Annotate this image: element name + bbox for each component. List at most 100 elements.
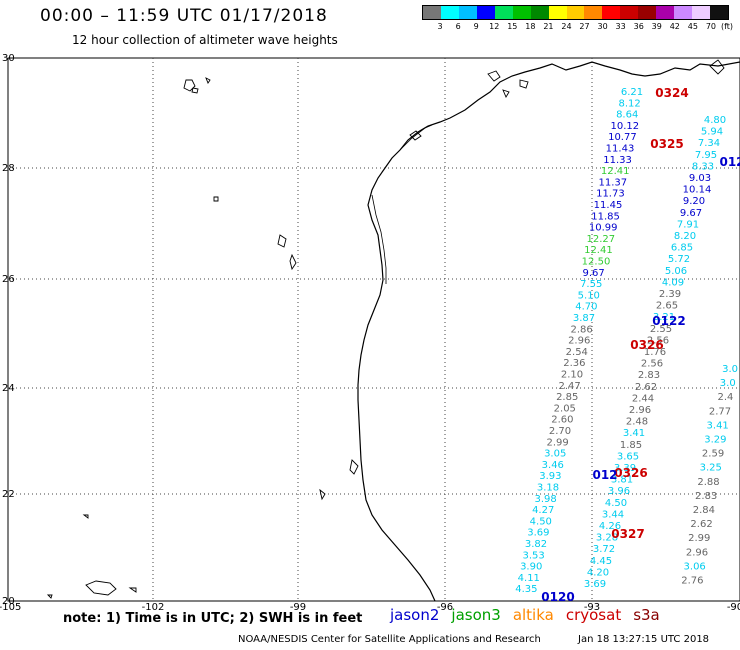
inland-water-outline xyxy=(277,234,287,248)
inland-water-outline xyxy=(709,59,725,75)
colorbar-label: 24 xyxy=(561,22,572,31)
wave-height-value: 11.33 xyxy=(603,155,632,166)
wave-height-value: 2.83 xyxy=(695,491,717,502)
wave-height-value: 3.25 xyxy=(700,463,722,474)
wave-height-value: 3.41 xyxy=(623,428,645,439)
wave-height-value: 1.76 xyxy=(644,347,666,358)
wave-height-value: 2.56 xyxy=(641,359,663,370)
wave-height-value: 9.20 xyxy=(683,196,705,207)
wave-height-value: 2.84 xyxy=(693,505,715,516)
lon-label: -90 xyxy=(727,602,740,613)
colorbar-label: 39 xyxy=(651,22,662,31)
footer-credit: NOAA/NESDIS Center for Satellite Applica… xyxy=(238,634,541,645)
wave-height-value: 3.87 xyxy=(573,313,595,324)
wave-height-value: 2.59 xyxy=(702,449,724,460)
colorbar-label: 9 xyxy=(473,22,479,31)
pass-time-label: 0324 xyxy=(655,86,688,100)
colorbar-swatch xyxy=(620,6,639,19)
colorbar-swatch xyxy=(494,6,513,19)
wave-height-value: 4.09 xyxy=(662,277,684,288)
wave-height-value: 2.47 xyxy=(558,381,580,392)
wave-height-value: 8.12 xyxy=(618,98,640,109)
wave-height-value: 4.50 xyxy=(605,498,627,509)
lat-label: 20 xyxy=(2,596,15,607)
wave-height-value: 3.29 xyxy=(704,435,726,446)
wave-height-value: 3.46 xyxy=(542,460,564,471)
wave-height-value: 3.28 xyxy=(596,533,618,544)
colorbar-label: 6 xyxy=(455,22,461,31)
wave-height-value: 1.85 xyxy=(620,440,642,451)
wave-height-value: 8.33 xyxy=(692,161,714,172)
colorbar-label: 21 xyxy=(543,22,554,31)
wave-height-value: 11.37 xyxy=(598,177,627,188)
wave-height-value: 2.55 xyxy=(650,324,672,335)
colorbar-label: 27 xyxy=(579,22,590,31)
wave-height-value: 2.48 xyxy=(626,417,648,428)
wave-height-value: 5.10 xyxy=(578,290,600,301)
inland-water-outline xyxy=(85,580,117,596)
wave-height-value: 3.06 xyxy=(684,561,706,572)
inland-water-outline xyxy=(289,253,297,271)
wave-height-value: 4.20 xyxy=(587,567,609,578)
wave-height-value: 10.12 xyxy=(610,121,639,132)
wave-height-value: 2.10 xyxy=(561,370,583,381)
wave-height-value: 3.0 xyxy=(722,364,738,375)
wave-height-value: 3.65 xyxy=(617,451,639,462)
wave-height-value: 4.45 xyxy=(590,556,612,567)
legend-entry-jason3: jason3 xyxy=(451,606,501,624)
colorbar-label: 42 xyxy=(669,22,680,31)
wave-height-value: 2.4 xyxy=(717,392,733,403)
colorbar-swatch xyxy=(512,6,531,19)
wave-height-value: 5.72 xyxy=(668,254,690,265)
lon-label: -96 xyxy=(437,602,453,613)
wave-height-value: 2.05 xyxy=(554,403,576,414)
wave-height-value: 2.39 xyxy=(659,289,681,300)
colorbar-swatch xyxy=(548,6,567,19)
colorbar-swatch xyxy=(710,6,728,19)
inland-water-outline xyxy=(82,514,89,519)
map-title: 00:00 – 11:59 UTC 01/17/2018 xyxy=(40,6,328,26)
coastline xyxy=(357,61,740,602)
wave-height-value: 2.56 xyxy=(647,335,669,346)
lat-label: 22 xyxy=(2,489,15,500)
wave-height-value: 9.03 xyxy=(689,173,711,184)
lat-label: 28 xyxy=(2,163,15,174)
wave-height-value: 2.88 xyxy=(697,477,719,488)
inland-water-outline xyxy=(319,488,326,501)
lon-label: -93 xyxy=(584,602,600,613)
wave-height-value: 4.27 xyxy=(532,505,554,516)
lon-label: -105 xyxy=(0,602,21,613)
wave-height-value: 12.50 xyxy=(582,257,611,268)
inland-water-outline xyxy=(183,79,196,92)
inland-water-outline xyxy=(205,77,211,84)
colorbar-label: 12 xyxy=(489,22,500,31)
wave-height-value: 4.26 xyxy=(599,521,621,532)
colorbar-swatch xyxy=(566,6,585,19)
wave-height-value: 3.41 xyxy=(707,420,729,431)
legend-entry-s3a: s3a xyxy=(633,606,660,624)
wave-height-value: 3.81 xyxy=(611,475,633,486)
inland-water-outline xyxy=(213,196,219,202)
wave-height-value: 3.96 xyxy=(608,486,630,497)
colorbar-swatch xyxy=(602,6,621,19)
wave-height-value: 2.36 xyxy=(563,358,585,369)
legend-entry-cryosat: cryosat xyxy=(565,606,622,624)
inland-water-outline xyxy=(128,587,137,593)
lon-label: -99 xyxy=(290,602,306,613)
footer-timestamp: Jan 18 13:27:15 UTC 2018 xyxy=(578,634,710,645)
wave-height-value: 2.60 xyxy=(551,415,573,426)
colorbar-swatch xyxy=(530,6,549,19)
inland-water-outline xyxy=(502,89,510,98)
wave-height-value: 11.73 xyxy=(596,189,625,200)
wave-height-value: 2.99 xyxy=(688,533,710,544)
satellite-legend: jason2 jason3 altika cryosat s3a xyxy=(390,606,672,624)
pass-time-label: 0325 xyxy=(650,137,683,151)
wave-height-value: 2.62 xyxy=(690,519,712,530)
colorbar-swatch xyxy=(440,6,459,19)
inland-water-outline xyxy=(191,87,199,94)
wave-height-value: 10.77 xyxy=(608,132,637,143)
wave-height-value: 7.55 xyxy=(580,279,602,290)
wave-height-value: 3.69 xyxy=(527,528,549,539)
wave-height-value: 2.65 xyxy=(656,301,678,312)
wave-height-value: 3.53 xyxy=(522,550,544,561)
